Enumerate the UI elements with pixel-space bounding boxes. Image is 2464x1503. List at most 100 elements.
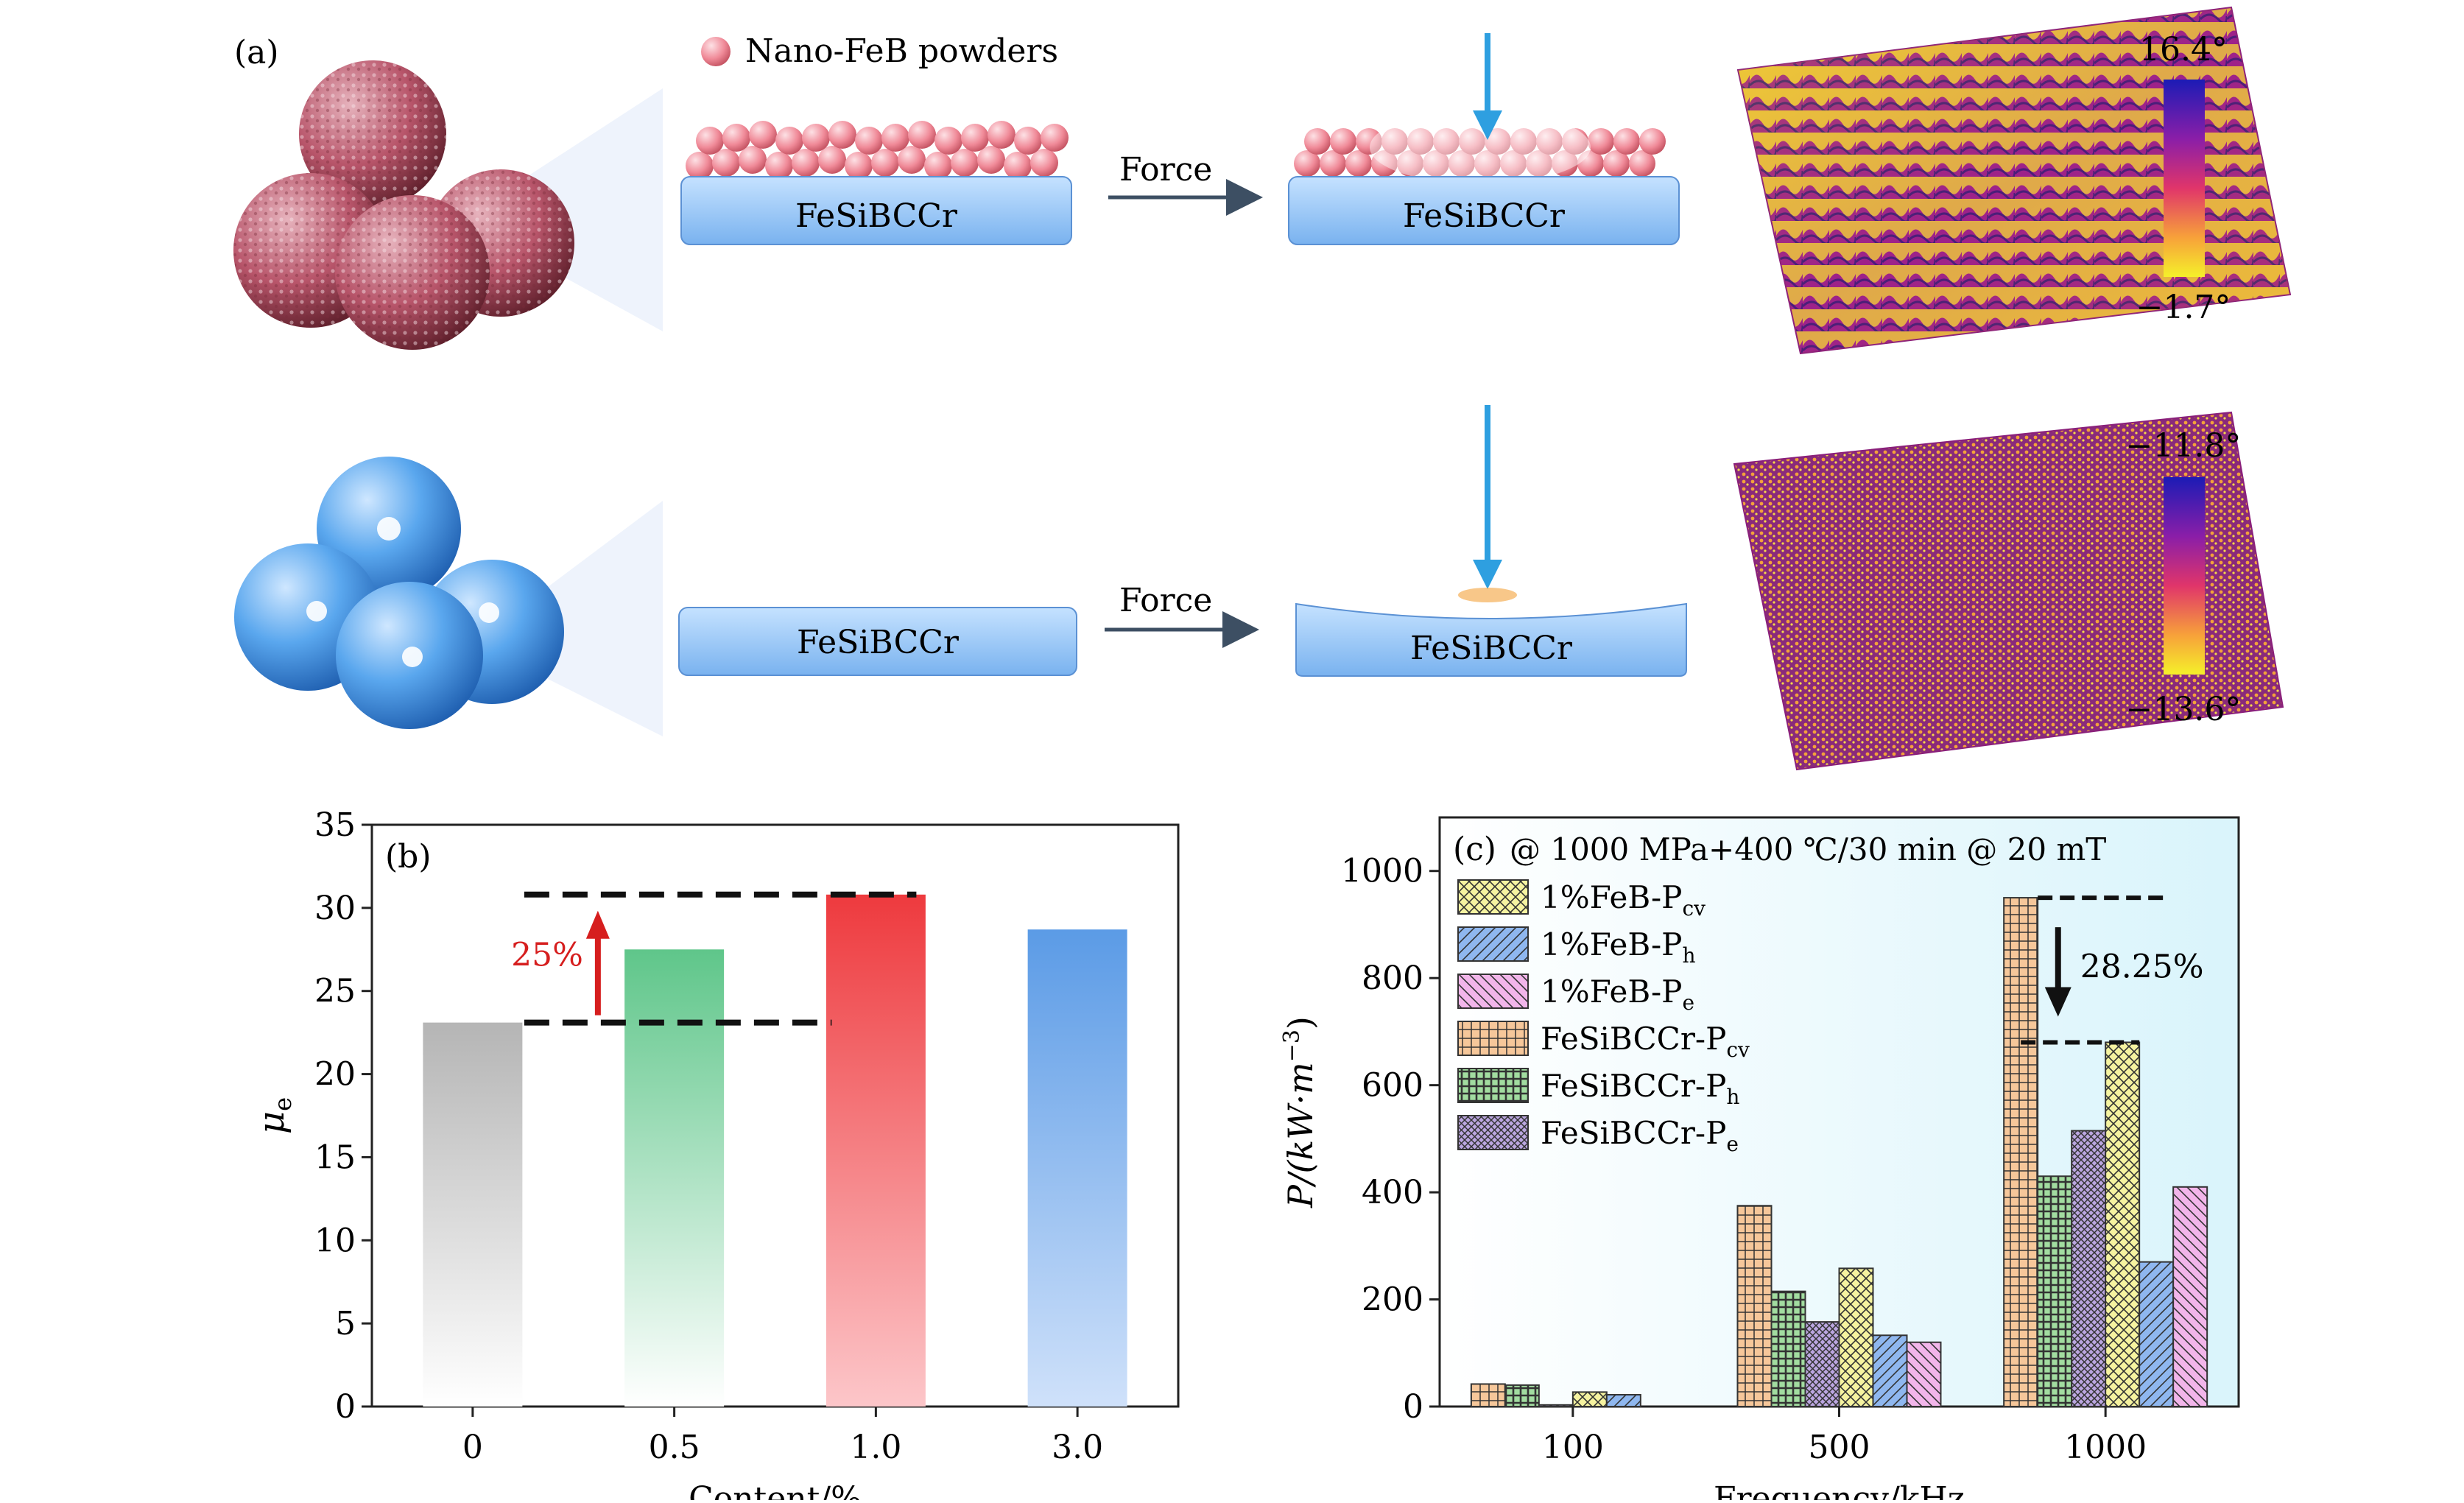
chart-c-legend-sub: cv xyxy=(1682,896,1706,921)
chart-c-ytick-label: 800 xyxy=(1362,960,1423,997)
chart-c-bar-hatch xyxy=(1504,1384,1539,1407)
nano-particle xyxy=(1552,150,1578,177)
chart-b-bar xyxy=(826,894,926,1407)
chart-c-legend-sub: e xyxy=(1726,1132,1739,1156)
chart-c-legend-swatch-hatch xyxy=(1458,927,1528,961)
nano-particle xyxy=(1629,150,1655,177)
force-label-2: Force xyxy=(1119,582,1212,619)
chart-c-ytick-label: 1000 xyxy=(1341,853,1423,890)
chart-c-xlabel: Frequency/kHz xyxy=(1714,1480,1965,1500)
chart-b-increase-arrowhead xyxy=(585,910,610,939)
nano-particle xyxy=(1407,128,1434,155)
chart-c-legend-label: FeSiBCCr-Ph xyxy=(1541,1068,1739,1109)
chart-c-ylabel: P/(kW·m−3) xyxy=(1279,1016,1320,1208)
surface-map-top xyxy=(1736,6,2292,355)
nano-particle xyxy=(951,149,979,177)
chart-b-ylabel-symbol: μ xyxy=(251,1111,292,1134)
nano-particle xyxy=(898,146,926,174)
force-arrow-2: Force xyxy=(1105,582,1259,648)
nano-particle xyxy=(1371,150,1398,177)
chart-c-title: @ 1000 MPa+400 ℃/30 min @ 20 mT xyxy=(1510,831,2106,867)
chart-c-legend-swatch-hatch xyxy=(1458,1116,1528,1150)
panel-a-label: (a) xyxy=(234,34,279,71)
nano-particle xyxy=(1613,128,1640,155)
chart-c-bar-hatch xyxy=(1471,1384,1505,1407)
chart-c-bar-hatch xyxy=(1771,1291,1806,1407)
nano-particle xyxy=(1294,150,1320,177)
nano-particle xyxy=(818,146,846,174)
nano-particle xyxy=(1639,128,1666,155)
chart-c-xtick-label: 1000 xyxy=(2064,1429,2147,1466)
nano-particle xyxy=(1330,128,1356,155)
nano-particle-icon xyxy=(701,37,731,66)
chart-c-legend-name: 1%FeB-P xyxy=(1541,974,1682,1010)
nano-particle xyxy=(739,146,767,174)
nano-particle xyxy=(1474,150,1501,177)
chart-b: 0 0.5 1.0 3.0 0 5 10 15 20 25 30 35 (b) Content/% μe 25… xyxy=(251,806,1180,1503)
nano-particle xyxy=(1510,128,1537,155)
nano-particle xyxy=(988,121,1015,149)
nano-particle xyxy=(792,149,820,177)
chart-c-bar-hatch xyxy=(1737,1205,1772,1407)
chart-c-legend-name: 1%FeB-P xyxy=(1541,879,1682,915)
chart-b-ytick-label: 10 xyxy=(314,1222,356,1259)
chart-b-xtick-label: 0 xyxy=(462,1429,483,1466)
nano-particle xyxy=(1345,150,1372,177)
chart-c-bar-hatch xyxy=(1839,1268,1873,1407)
chart-b-ytick-label: 35 xyxy=(314,806,356,844)
surface-map-bottom xyxy=(1733,411,2284,771)
chart-b-ytick-label: 20 xyxy=(314,1056,356,1094)
chart-c: 100 500 1000 0 200 400 600 800 1000 (c) @ 1000 MPa… xyxy=(1279,816,2240,1503)
chart-c-ylabel-sup: −3 xyxy=(1279,1029,1305,1062)
nano-particle xyxy=(1459,128,1485,155)
nano-particle xyxy=(1304,128,1331,155)
nano-particle xyxy=(1536,128,1563,155)
nano-feb-legend: Nano-FeB powders xyxy=(701,32,1058,70)
chart-c-bar-hatch xyxy=(2004,898,2038,1407)
chart-c-bar-hatch xyxy=(1606,1395,1641,1407)
chart-c-bar-hatch xyxy=(2139,1261,2174,1407)
chart-b-bar xyxy=(624,949,725,1407)
chart-c-legend-sub: e xyxy=(1682,990,1694,1015)
chart-c-legend-sub: cv xyxy=(1726,1038,1750,1062)
nano-particle xyxy=(712,149,740,177)
chart-c-legend-label: FeSiBCCr-Pcv xyxy=(1541,1021,1750,1062)
nano-particle xyxy=(686,152,714,180)
nano-particle xyxy=(845,152,873,180)
colorbar-top: 16.4° −1.7° xyxy=(2136,31,2231,326)
pressed-substrate-plain: FeSiBCCr xyxy=(1295,405,1687,677)
chart-c-ylabel-close: ) xyxy=(1281,1016,1320,1029)
pressed-substrate-with-powder: FeSiBCCr xyxy=(1288,33,1680,245)
chart-c-ytick-label: 200 xyxy=(1362,1281,1423,1319)
chart-b-ytick-label: 25 xyxy=(314,973,356,1010)
chart-c-bar-hatch xyxy=(1907,1342,1941,1407)
colorbar-top-max: 16.4° xyxy=(2139,31,2228,68)
force-arrow-1: Force xyxy=(1108,151,1263,216)
chart-b-xtick-label: 1.0 xyxy=(850,1429,901,1466)
substrate-plain: FeSiBCCr xyxy=(678,607,1077,676)
chart-c-ylabel-main: P/(kW·m xyxy=(1281,1062,1320,1208)
chart-c-xtick-label: 100 xyxy=(1542,1429,1604,1466)
chart-c-bar-hatch xyxy=(2173,1186,2208,1407)
chart-c-legend-swatch-hatch xyxy=(1458,1069,1528,1102)
uncoated-powder-illustration xyxy=(234,457,663,736)
nano-particle xyxy=(881,124,909,152)
nano-particle xyxy=(1500,150,1527,177)
chart-b-panel-label: (b) xyxy=(385,838,432,876)
nano-particle xyxy=(1397,150,1423,177)
nano-particle xyxy=(1320,150,1346,177)
chart-c-bar-hatch xyxy=(2071,1130,2106,1407)
panel-a: (a) Nano-FeB powders FeSiBCCr Force xyxy=(233,6,2292,771)
chart-b-bar xyxy=(1027,929,1127,1407)
chart-c-legend-sub: h xyxy=(1682,943,1695,968)
chart-c-ytick-label: 0 xyxy=(1403,1388,1423,1426)
nano-feb-label: Nano-FeB powders xyxy=(745,32,1058,70)
coated-powder-illustration xyxy=(233,60,663,350)
nano-particle xyxy=(802,124,830,152)
chart-c-ytick-label: 600 xyxy=(1362,1067,1423,1105)
nano-particle xyxy=(1433,128,1460,155)
nano-particle xyxy=(1588,128,1614,155)
nano-particle xyxy=(871,149,899,177)
chart-c-bar-hatch xyxy=(1805,1322,1840,1407)
